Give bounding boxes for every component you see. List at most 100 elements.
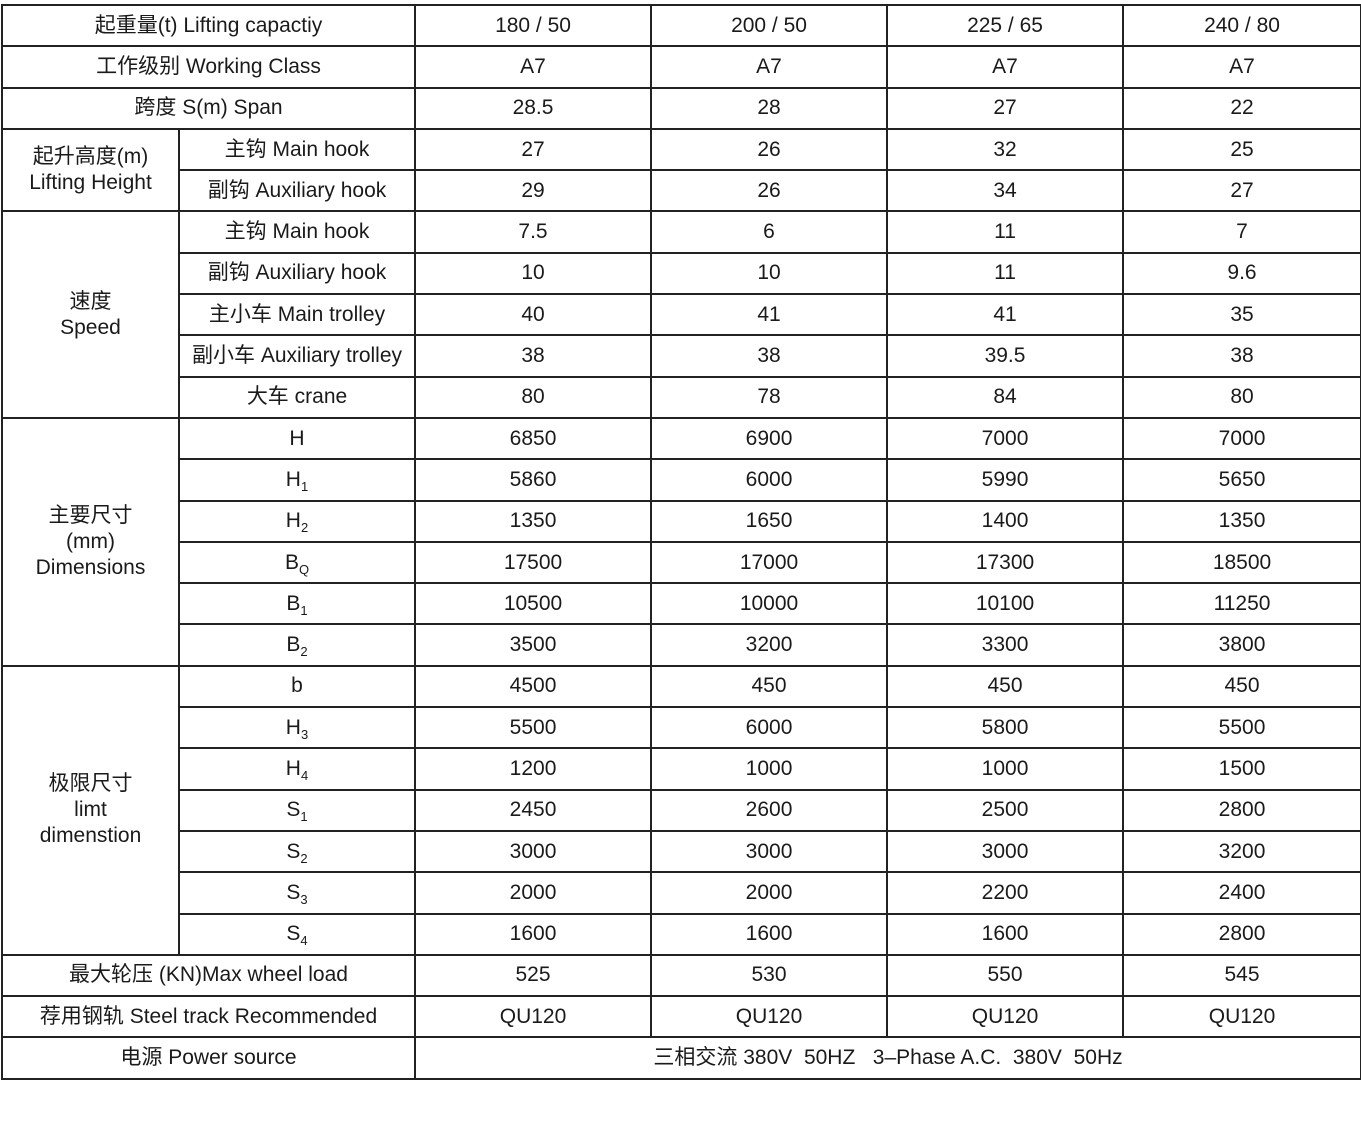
value-cell: 7 bbox=[1122, 210, 1361, 254]
value-cell: 32 bbox=[886, 127, 1125, 172]
table-row: 主小车 Main trolley 40 41 41 35 bbox=[2, 293, 1361, 337]
subscript: 1 bbox=[300, 809, 308, 825]
value-cell: 200 / 50 bbox=[650, 3, 889, 48]
value-cell: 450 bbox=[1122, 664, 1361, 709]
value-cell: 38 bbox=[650, 334, 889, 378]
subscript: 3 bbox=[300, 891, 308, 907]
group-label: 主要尺寸 (mm) Dimensions bbox=[1, 416, 180, 667]
value-cell: 28 bbox=[650, 86, 889, 130]
value-cell: 17500 bbox=[414, 540, 653, 585]
value-cell: 6850 bbox=[414, 416, 653, 461]
value-cell: 40 bbox=[414, 293, 653, 337]
value-cell: 39.5 bbox=[886, 334, 1125, 378]
subscript: 2 bbox=[300, 850, 308, 866]
group-label-line: Dimensions bbox=[35, 555, 146, 579]
row-label: 起重量(t) Lifting capactiy bbox=[0, 3, 417, 48]
table-row: 主要尺寸 (mm) Dimensions H 6850 6900 7000 7000 bbox=[1, 416, 1361, 667]
value-cell: 7.5 bbox=[414, 210, 653, 254]
sub-row-label-text: B bbox=[284, 550, 299, 574]
table-row: H2 1350 1650 1400 1350 bbox=[2, 499, 1361, 543]
group-label: 速度 Speed bbox=[1, 210, 180, 419]
value-cell: A7 bbox=[414, 45, 653, 89]
value-cell: 5990 bbox=[886, 458, 1125, 502]
sub-row-label: 副小车 Auxiliary trolley bbox=[177, 334, 417, 378]
value-cell: 10 bbox=[650, 251, 889, 296]
value-cell: 84 bbox=[886, 375, 1125, 419]
table-row: 起升高度(m) Lifting Height 主钩 Main hook 27 26 32 2… bbox=[1, 127, 1361, 213]
value-cell: 3000 bbox=[886, 829, 1125, 874]
value-cell: 27 bbox=[886, 86, 1125, 130]
value-cell: 2600 bbox=[650, 788, 889, 832]
sub-row-label-text: S bbox=[286, 798, 301, 822]
subscript: 3 bbox=[300, 726, 309, 742]
row-label: 最大轮压 (KN)Max wheel load bbox=[0, 953, 417, 998]
group-label-line: Lifting Height bbox=[29, 171, 152, 195]
value-cell: 1200 bbox=[414, 747, 653, 791]
sub-row-label-text: H bbox=[285, 756, 301, 780]
table-row: 电源 Power source 三相交流 380V 50HZ 3–Phase A.… bbox=[0, 1036, 1361, 1080]
value-cell: 3000 bbox=[414, 829, 653, 874]
value-cell: 1400 bbox=[886, 499, 1125, 543]
value-cell: 2800 bbox=[1122, 912, 1361, 956]
value-cell: 3200 bbox=[650, 623, 889, 667]
group-label-line: dimenstion bbox=[39, 824, 142, 848]
value-cell: 29 bbox=[414, 169, 653, 213]
value-cell: 38 bbox=[1122, 334, 1361, 378]
row-label: 工作级别 Working Class bbox=[0, 45, 417, 89]
sub-row-label-text: B bbox=[286, 591, 301, 615]
group-label-line: 极限尺寸 bbox=[48, 772, 133, 796]
sub-row-label: B1 bbox=[177, 582, 417, 626]
value-cell: 3200 bbox=[1122, 829, 1361, 874]
sub-row-label: H bbox=[177, 416, 417, 461]
sub-row-label: H3 bbox=[177, 706, 417, 750]
sub-row-label-text: S bbox=[286, 922, 301, 946]
sub-row-label-text: H bbox=[285, 715, 301, 739]
value-cell: 28.5 bbox=[414, 86, 653, 130]
value-cell: 5500 bbox=[1122, 706, 1361, 750]
value-cell: 26 bbox=[650, 127, 889, 172]
value-cell: 10000 bbox=[650, 582, 889, 626]
value-cell: 2000 bbox=[414, 871, 653, 915]
group-label-line: (mm) bbox=[66, 529, 115, 553]
value-cell: 9.6 bbox=[1122, 251, 1361, 296]
value-cell: 10100 bbox=[886, 582, 1125, 626]
sub-row-label: 主钩 Main hook bbox=[177, 127, 417, 172]
value-cell: 2450 bbox=[414, 788, 653, 832]
sub-row-label: BQ bbox=[177, 540, 417, 585]
value-cell: 1600 bbox=[650, 912, 889, 956]
value-cell: 450 bbox=[650, 664, 889, 709]
table-row: 荐用钢轨 Steel track Recommended QU120 QU120 QU… bbox=[0, 995, 1361, 1039]
value-cell: 450 bbox=[886, 664, 1125, 709]
table-row: S3 2000 2000 2200 2400 bbox=[2, 871, 1361, 915]
crane-spec-table: 起重量(t) Lifting capactiy 180 / 50 200 / 50 2… bbox=[0, 3, 1361, 1080]
value-cell: 80 bbox=[1122, 375, 1361, 419]
value-cell: 1350 bbox=[414, 499, 653, 543]
value-cell: 5800 bbox=[886, 706, 1125, 750]
value-cell: 240 / 80 bbox=[1122, 3, 1361, 48]
table-row: 副小车 Auxiliary trolley 38 38 39.5 38 bbox=[2, 334, 1361, 378]
table-row: B1 10500 10000 10100 11250 bbox=[2, 582, 1361, 626]
value-cell: 22 bbox=[1122, 86, 1361, 130]
value-cell: QU120 bbox=[1122, 995, 1361, 1039]
value-cell: 550 bbox=[886, 953, 1125, 998]
row-label: 跨度 S(m) Span bbox=[0, 86, 417, 130]
row-label: 荐用钢轨 Steel track Recommended bbox=[0, 995, 417, 1039]
value-cell: 11 bbox=[886, 251, 1125, 296]
sub-row-label: 副钩 Auxiliary hook bbox=[177, 169, 417, 213]
sub-row-label: S1 bbox=[177, 788, 417, 832]
sub-row-label-text: 主小车 Main trolley bbox=[208, 302, 386, 326]
sub-row-label: b bbox=[177, 664, 417, 709]
table-row: 跨度 S(m) Span 28.5 28 27 22 bbox=[0, 86, 1361, 130]
value-cell: QU120 bbox=[886, 995, 1125, 1039]
value-cell: 2800 bbox=[1122, 788, 1361, 832]
value-cell: 1600 bbox=[886, 912, 1125, 956]
sub-row-label: B2 bbox=[177, 623, 417, 667]
value-cell: A7 bbox=[886, 45, 1125, 89]
value-cell: 27 bbox=[414, 127, 653, 172]
value-cell: 3800 bbox=[1122, 623, 1361, 667]
value-cell: 80 bbox=[414, 375, 653, 419]
group-label-line: 速度 bbox=[69, 289, 112, 313]
sub-row-label-text: 副钩 Auxiliary hook bbox=[207, 178, 387, 202]
subscript: 1 bbox=[300, 478, 309, 494]
value-cell: 6000 bbox=[650, 458, 889, 502]
